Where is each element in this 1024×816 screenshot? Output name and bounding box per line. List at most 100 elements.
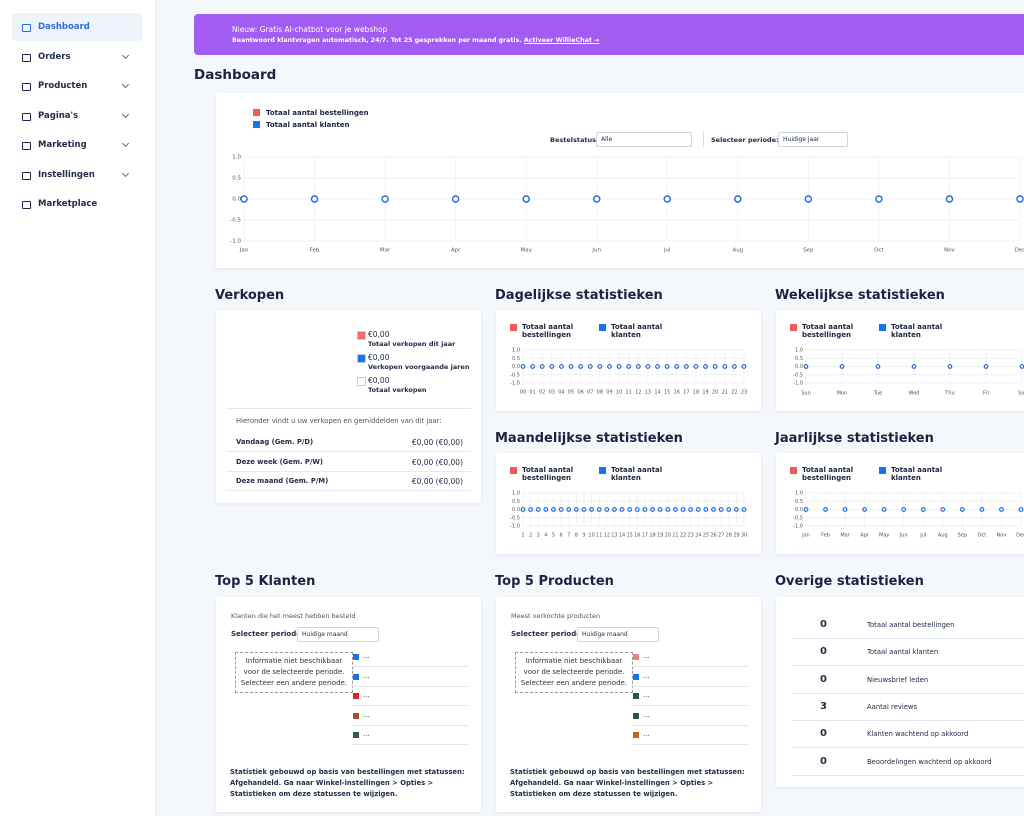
legend-label: Totaal aantal klanten: [891, 323, 943, 339]
top-customers-card: Klanten die het meest hebben besteld Sele…: [216, 597, 481, 812]
nav-icon: [22, 83, 31, 91]
nav-item[interactable]: Pagina's: [12, 102, 142, 130]
top-item: ...: [632, 667, 748, 687]
stat-row: 3 Aantal reviews: [792, 693, 1024, 721]
item-swatch: [633, 712, 639, 719]
chevron: [121, 110, 130, 118]
legend-item: Totaal aantal klanten: [599, 466, 691, 482]
page-title: Dashboard: [194, 67, 277, 83]
period-label: Selecteer periode:: [711, 136, 779, 144]
legend-label: Totaal aantal bestellingen: [522, 466, 574, 482]
item-label: ...: [363, 671, 370, 680]
banner-title: Nieuw: Gratis AI-chatbot voor je webshop: [232, 25, 388, 34]
item-swatch: [633, 693, 639, 699]
top-item: ...: [352, 686, 468, 706]
legend-swatch: [253, 109, 260, 116]
card-subtitle: Meest verkochte producten: [511, 612, 601, 620]
stat-value: 0: [820, 673, 827, 685]
nav-item[interactable]: Marketplace: [12, 190, 142, 218]
nav-item[interactable]: Instellingen: [12, 161, 142, 189]
legend-swatch: [510, 467, 517, 474]
row-value: €0,00 (€0,00): [411, 438, 463, 447]
nav-item[interactable]: Orders: [12, 43, 142, 71]
period-select[interactable]: Huidige jaar: [778, 132, 848, 147]
item-label: ...: [643, 710, 650, 719]
item-swatch: [633, 732, 639, 738]
chevron: [121, 169, 130, 177]
divider: [226, 408, 471, 409]
item-label: ...: [643, 671, 650, 680]
nav-icon: [22, 142, 31, 150]
top-products-card: Meest verkochte producten Selecteer perio…: [496, 597, 761, 812]
section-title: Wekelijkse statistieken: [775, 288, 945, 303]
stat-value: 3: [820, 700, 827, 712]
legend-label: Totaal aantal bestellingen: [802, 466, 854, 482]
banner-link[interactable]: Activeer WillieChat →: [523, 37, 600, 44]
card-footer: Statistiek gebouwd op basis van bestelli…: [230, 768, 465, 798]
stat-label: Beoordelingen wachtend op akkoord: [867, 757, 992, 766]
nav-icon: [22, 171, 31, 180]
item-swatch: [353, 712, 359, 719]
item-label: ...: [363, 691, 370, 699]
legend-item: Totaal aantal bestellingen: [510, 323, 602, 339]
nav-label: Pagina's: [38, 110, 79, 121]
status-select[interactable]: Alle: [596, 132, 692, 147]
legend-label: Totaal aantal klanten: [266, 121, 350, 129]
stat-value: 0: [820, 619, 827, 630]
item-label: ...: [363, 710, 370, 719]
daily-chart-card: Totaal aantal bestellingen Totaal aantal …: [496, 310, 761, 411]
row-value: €0,00 (€0,00): [411, 457, 463, 467]
legend-swatch: [879, 467, 886, 474]
legend-item: Totaal aantal bestellingen: [790, 466, 882, 482]
stat-value: 0: [820, 646, 827, 658]
legend-swatch: [357, 354, 366, 363]
legend-swatch: [510, 324, 517, 331]
stat-label: Totaal aantal klanten: [867, 648, 939, 657]
period-select[interactable]: Huidige maand: [297, 627, 379, 642]
top-item: ...: [352, 667, 468, 687]
sales-value: €0,00: [368, 353, 390, 362]
sales-note: Hieronder vindt u uw verkopen en gemidde…: [236, 417, 442, 425]
stat-row: 0 Nieuwsbrief leden: [792, 666, 1024, 694]
legend-label: Totaal aantal klanten: [891, 466, 943, 482]
section-title: Overige statistieken: [775, 574, 924, 589]
other-stats-card: 0 Totaal aantal bestellingen 0 Totaal aanta…: [776, 597, 1024, 787]
top-item: ...: [632, 725, 748, 745]
stat-label: Aantal reviews: [867, 702, 918, 711]
sales-row: Deze week (Gem. P/W) €0,00 (€0,00): [226, 452, 471, 472]
legend-swatch: [599, 467, 606, 474]
yearly-chart-card: Totaal aantal bestellingen Totaal aantal …: [776, 453, 1024, 554]
period-select[interactable]: Huidige maand: [577, 627, 659, 642]
section-title: Jaarlijkse statistieken: [775, 431, 934, 446]
status-label: Bestelstatus: [550, 136, 596, 144]
nav-item[interactable]: Dashboard: [12, 13, 142, 41]
nav-label: Marketing: [38, 140, 87, 150]
item-swatch: [633, 654, 639, 660]
row-label: Deze maand (Gem. P/M): [236, 477, 329, 485]
legend-item: Totaal aantal klanten: [253, 121, 349, 129]
sales-label: Verkopen voorgaande jaren: [368, 363, 470, 371]
empty-message: Informatie niet beschikbaar voor de sele…: [515, 652, 633, 693]
item-swatch: [353, 732, 359, 738]
legend-swatch: [879, 324, 886, 331]
stat-label: Klanten wachtend op akkoord: [867, 730, 969, 739]
nav-item[interactable]: Marketing: [12, 131, 142, 159]
section-title: Maandelijkse statistieken: [495, 431, 683, 446]
legend-swatch: [790, 324, 797, 331]
nav-label: Orders: [38, 51, 71, 62]
banner[interactable]: Nieuw: Gratis AI-chatbot voor je webshop…: [194, 14, 1024, 55]
legend-item: Totaal aantal bestellingen: [790, 323, 882, 339]
monthly-chart-card: Totaal aantal bestellingen Totaal aantal …: [496, 453, 761, 554]
item-label: ...: [363, 730, 370, 738]
legend-label: Totaal aantal bestellingen: [522, 323, 574, 339]
nav-label: Instellingen: [38, 169, 95, 180]
chevron: [121, 80, 130, 89]
sales-label: Totaal verkopen: [368, 386, 427, 394]
nav-item[interactable]: Producten: [12, 72, 142, 100]
banner-text: Beantwoord klantvragen automatisch, 24/7…: [232, 37, 522, 44]
row-value: €0,00 (€0,00): [411, 477, 463, 486]
item-swatch: [353, 673, 359, 680]
stat-value: 0: [820, 728, 827, 740]
item-label: ...: [363, 652, 370, 660]
